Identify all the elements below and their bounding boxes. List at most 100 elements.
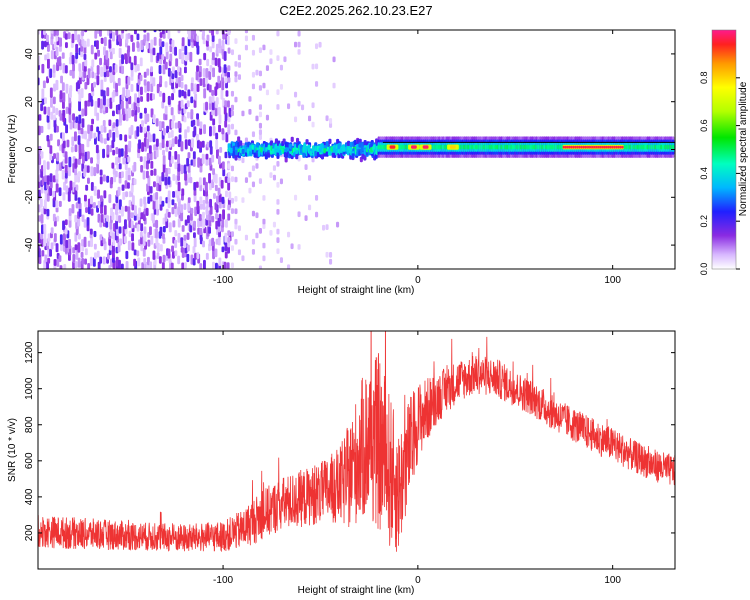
spectrogram-cell (186, 253, 190, 263)
spectrogram-cell (91, 71, 95, 79)
spectrogram-cell (115, 119, 119, 127)
spectrogram-cell (156, 83, 160, 94)
spectrogram-cell (77, 233, 81, 240)
spectrogram-cell (255, 163, 259, 169)
spectrogram-cell (84, 130, 87, 140)
spectrogram-cell (197, 227, 201, 235)
spectrogram-cell (529, 144, 533, 150)
spectrogram-cell (165, 197, 169, 204)
spectrogram-cell (77, 197, 81, 204)
spectrogram-cell (143, 127, 147, 134)
spectrogram-cell (230, 197, 234, 204)
spectrogram-cell (134, 30, 137, 35)
spectrogram-cell (177, 66, 180, 73)
spectrogram-cell (84, 106, 88, 117)
spectrogram-cell (248, 96, 252, 102)
spectrogram-cell (69, 121, 73, 130)
spectrogram-cell (49, 133, 53, 141)
spectrogram-cell (146, 92, 150, 102)
spectrogram-cell (283, 56, 287, 63)
spectrogram-cell (332, 56, 336, 63)
spectrogram-cell (469, 144, 472, 150)
spectrogram-cell (172, 251, 175, 259)
spectrogram-cell (77, 171, 81, 177)
spectrogram-cell (171, 39, 175, 48)
spectrogram-cell (162, 64, 166, 75)
spectrogram-cell (146, 81, 150, 92)
spectrogram-cell (258, 85, 262, 91)
spectrogram-cell (224, 232, 228, 243)
spectrogram-cell (68, 107, 72, 115)
spectrogram-cell (199, 263, 203, 269)
spectrogram-cell (203, 259, 206, 269)
spectrogram-cell (124, 108, 128, 115)
spectrogram-cell (225, 90, 229, 97)
spectrogram-cell (181, 37, 185, 47)
spectrogram-cell (112, 203, 116, 210)
spectrogram-cell (196, 200, 200, 211)
spectrogram-cell (162, 254, 166, 263)
spectrogram-cell (167, 211, 171, 218)
spectrogram-cell (50, 227, 54, 234)
spectrogram-cell (38, 232, 41, 241)
spectrogram-cell (221, 80, 225, 91)
spectrogram-cell (218, 124, 221, 133)
spectrogram-cell (230, 90, 234, 97)
spectrogram-cell (215, 238, 219, 245)
spectrogram-cell (279, 64, 283, 71)
spectrogram-cell (211, 89, 215, 96)
spectrogram-cell (86, 165, 90, 173)
spectrogram-cell (146, 32, 150, 42)
spectrogram-cell (108, 39, 112, 49)
spectrogram-cell (117, 77, 121, 86)
spectrogram-cell (258, 111, 262, 118)
spectrogram-cell (488, 144, 492, 150)
spectrogram-cell (49, 173, 53, 183)
spectrogram-cell (183, 116, 187, 123)
spectrogram-cell (70, 146, 74, 153)
spectrogram-cell (96, 163, 100, 174)
spectrogram-cell (560, 144, 564, 150)
spectrogram-cell (262, 44, 266, 51)
spectrogram-cell (140, 165, 144, 173)
spectrogram-cell (90, 236, 93, 248)
spectrogram-cell (230, 262, 234, 269)
spectrogram-cell (224, 100, 228, 108)
spectrogram-cell (227, 100, 230, 108)
spectrogram-cell (226, 262, 230, 269)
spectrogram-cell (112, 47, 115, 55)
spectrogram-cell (87, 263, 91, 269)
spectrogram-cell (86, 38, 90, 47)
spectrogram-cell (211, 154, 215, 163)
spectrogram-cell (136, 33, 140, 41)
spectrogram-cell (68, 166, 71, 177)
spectrogram-cell (329, 118, 333, 124)
spectrogram-cell (315, 63, 319, 70)
spectrogram-cell (168, 140, 172, 148)
spectrogram-cell (49, 87, 53, 98)
spectrogram-cell (52, 190, 56, 198)
spectrogram-cell (52, 96, 56, 105)
spectrogram-cell (132, 42, 135, 52)
spectrogram-cell (155, 192, 159, 200)
spectrogram-cell (227, 204, 231, 211)
spectrogram-cell (297, 211, 301, 218)
spectrogram-cell (217, 187, 221, 196)
spectrogram-cell (667, 144, 671, 150)
spectrogram-cell (103, 138, 107, 145)
spectrogram-cell (55, 79, 59, 91)
spectrogram-cell (102, 256, 106, 265)
spectrogram-cell (187, 52, 191, 60)
spectrogram-cell (244, 44, 248, 51)
spectrogram-cell (143, 34, 147, 43)
spectrogram-cell (67, 191, 71, 202)
spectrogram-cell (133, 258, 137, 267)
spectrogram-cell (180, 211, 184, 222)
spectrogram-cell (130, 220, 134, 229)
spectrogram-cell (214, 248, 218, 258)
spectrogram-cell (438, 144, 441, 150)
spectrogram-cell (325, 141, 329, 147)
spectrogram-cell (209, 146, 213, 155)
spectrogram-cell (69, 180, 73, 191)
spectrogram-cell (90, 195, 93, 205)
